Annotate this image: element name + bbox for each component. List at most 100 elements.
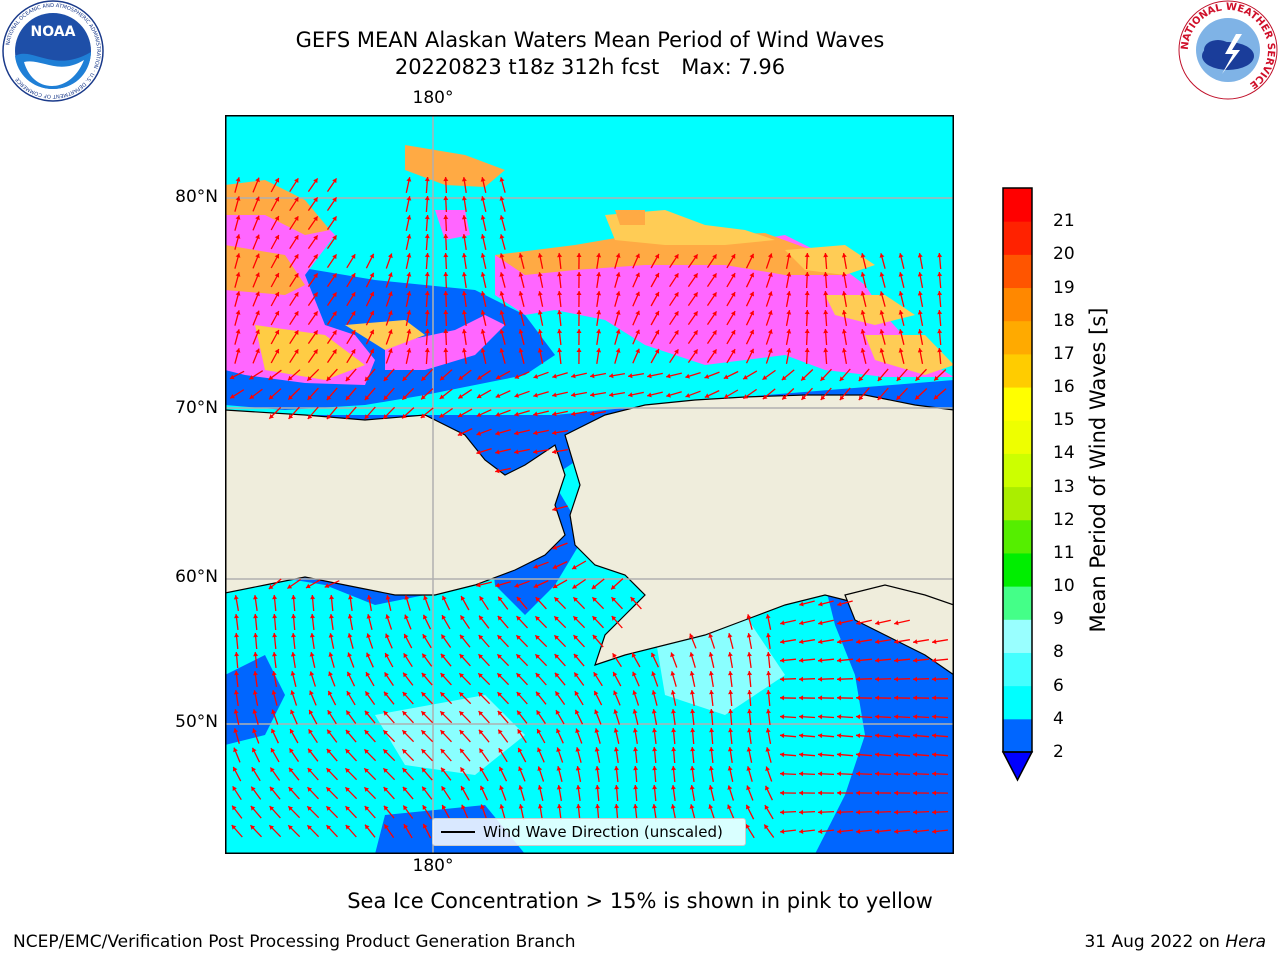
colorbar-tick-label: 6 [1053,675,1064,696]
wave-direction-arrowhead [480,310,486,315]
colorbar-segment [1003,221,1032,255]
legend-line [441,831,475,833]
wave-direction-arrowhead [443,291,449,296]
wave-direction-arrowhead [820,395,826,400]
wave-direction-arrowhead [730,254,736,259]
wave-direction-arrowhead [479,596,484,601]
wave-direction-arrowhead [837,733,842,739]
wave-direction-arrowhead [385,595,391,600]
wave-direction-arrowhead [235,310,241,315]
forecast-run: 20220823 t18z 312h fcst [394,55,660,79]
wave-direction-arrowhead [480,804,485,810]
wave-direction-arrowhead [345,749,351,754]
wave-direction-arrowhead [422,653,427,659]
wave-direction-arrowhead [495,582,500,588]
wave-direction-arrowhead [573,597,578,602]
colorbar-tick-label: 20 [1053,244,1075,265]
wave-direction-arrowhead [837,601,842,607]
wave-direction-arrowhead [294,273,299,278]
wave-direction-arrowhead [712,273,717,279]
wave-direction-arrowhead [232,786,237,791]
wave-direction-arrowhead [818,695,823,701]
wave-direction-arrowhead [423,823,428,829]
wave-direction-arrowhead [439,394,445,399]
wave-direction-arrowhead [288,806,293,811]
wave-direction-arrowhead [290,690,296,695]
colorbar-segment [1003,652,1032,687]
wave-direction-arrowhead [516,635,521,640]
wave-direction-arrowhead [609,392,614,398]
wave-direction-arrowhead [573,635,579,640]
wave-direction-arrowhead [252,709,258,714]
wave-direction-arrowhead [235,234,241,239]
wave-direction-arrowhead [875,829,880,834]
wave-direction-arrowhead [611,597,616,602]
wave-direction-arrowhead [406,348,412,353]
wave-direction-arrowhead [324,583,330,588]
wave-direction-arrowhead [406,234,412,239]
wave-direction-arrowhead [674,330,679,335]
colorbar-tick-label: 21 [1053,211,1075,232]
wave-direction-arrowhead [478,711,484,716]
wave-direction-arrowhead [917,291,923,296]
wave-direction-arrowhead [309,633,315,638]
wave-direction-arrowhead [592,597,597,602]
wave-direction-arrowhead [533,564,539,569]
wave-direction-arrowhead [406,215,412,220]
wave-direction-arrowhead [799,733,804,739]
wave-direction-arrowhead [915,376,921,381]
wave-direction-arrowhead [537,804,543,809]
wave-direction-arrowhead [875,676,880,682]
wave-direction-arrowhead [345,825,351,830]
wave-direction-arrowhead [839,376,845,381]
wave-direction-arrowhead [932,752,937,758]
max-value: Max: 7.96 [681,55,786,79]
wave-direction-arrowhead [518,804,524,809]
wave-direction-arrowhead [575,766,581,771]
wave-direction-arrowhead [458,412,463,418]
wave-direction-arrowhead [804,329,810,334]
wave-direction-arrowhead [879,253,885,258]
wave-direction-arrowhead [518,291,524,296]
wave-direction-arrowhead [690,747,696,752]
wave-direction-arrowhead [332,292,337,298]
wave-direction-arrowhead [671,766,677,771]
wave-direction-arrowhead [537,348,543,353]
wave-direction-arrowhead [743,374,748,380]
wave-direction-arrowhead [424,196,430,201]
wave-direction-arrowhead [268,375,274,380]
wave-direction-arrowhead [313,292,318,298]
wave-direction-arrowhead [917,272,923,277]
wave-direction-arrowhead [255,177,260,183]
wave-direction-arrowhead [937,329,943,334]
wave-direction-arrowhead [727,633,733,638]
wave-direction-arrowhead [917,348,923,353]
wave-direction-arrowhead [274,178,280,183]
colorbar-tick-label: 14 [1053,443,1075,464]
wave-direction-arrowhead [326,414,332,420]
wave-direction-arrowhead [364,414,370,419]
wave-direction-arrowhead [590,411,595,417]
wave-direction-arrowhead [499,215,505,220]
wave-direction-arrowhead [313,254,318,260]
wave-direction-arrowhead [294,254,299,259]
wave-direction-arrowhead [799,601,804,607]
wave-direction-arrowhead [346,710,351,716]
wave-direction-arrowhead [654,254,660,259]
wave-direction-arrowhead [332,273,337,279]
wave-direction-arrowhead [480,234,486,239]
wave-direction-arrowhead [712,330,717,336]
wave-direction-arrowhead [288,414,294,419]
wave-direction-arrowhead [712,292,717,298]
wave-direction-arrowhead [654,349,660,354]
wave-direction-arrowhead [385,633,390,639]
wave-direction-arrowhead [347,671,352,677]
wave-direction-arrowhead [799,809,804,815]
wave-direction-arrowhead [749,348,754,354]
wave-direction-arrowhead [837,809,842,815]
wave-direction-arrowhead [898,348,904,353]
wave-direction-arrowhead [234,614,239,619]
wave-direction-arrowhead [514,374,520,379]
wave-direction-arrowhead [841,310,847,315]
wave-direction-arrowhead [459,711,464,716]
